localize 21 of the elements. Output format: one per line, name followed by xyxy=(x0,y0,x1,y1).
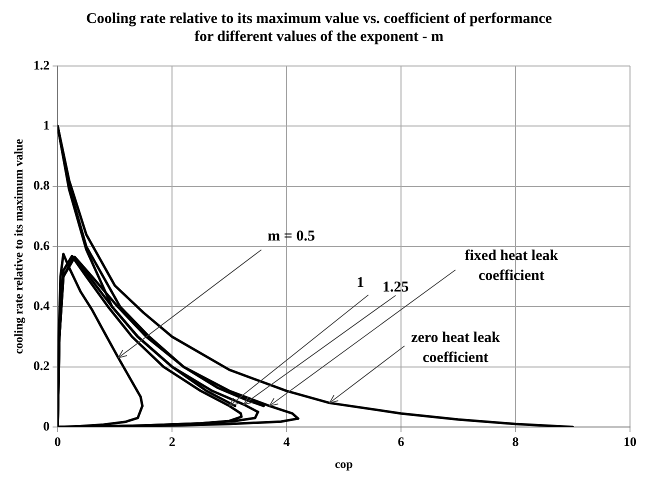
y-tick-label: 0 xyxy=(43,418,50,434)
chart-title: Cooling rate relative to its maximum value vs. coefficient of performance for different values of the exponent - m xyxy=(86,10,552,45)
y-tick-label: 1 xyxy=(43,118,50,133)
y-tick-label: 0.2 xyxy=(33,358,50,374)
x-tick-label: 8 xyxy=(512,434,520,450)
y-axis-title: cooling rate relative to its maximum value xyxy=(11,138,26,354)
annotation: fixed heat leak coefficient xyxy=(464,248,559,284)
x-axis-title: cop xyxy=(334,456,354,471)
annotation: 1.25 xyxy=(382,279,409,296)
annotation: 1 xyxy=(356,274,364,291)
y-tick-label: 1.2 xyxy=(33,57,50,72)
annotation: m = 0.5 xyxy=(268,228,315,245)
x-tick-label: 6 xyxy=(398,434,405,450)
x-tick-label: 4 xyxy=(283,434,290,450)
x-tick-label: 0 xyxy=(54,434,61,450)
x-tick-label: 10 xyxy=(624,434,636,450)
y-tick-label: 0.8 xyxy=(33,178,50,193)
y-tick-label: 0.6 xyxy=(33,238,50,253)
annotation: zero heat leak coefficient xyxy=(411,330,501,366)
y-tick-label: 0.4 xyxy=(33,298,50,314)
x-tick-label: 2 xyxy=(168,434,176,450)
